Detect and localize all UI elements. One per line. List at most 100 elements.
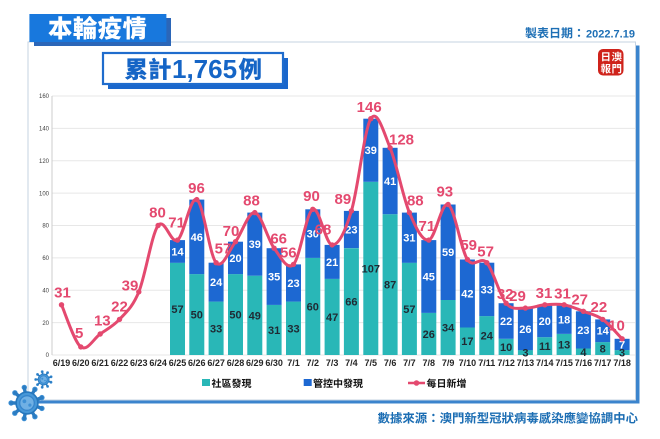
svg-text:7/15: 7/15: [555, 358, 573, 368]
svg-text:14: 14: [597, 326, 610, 338]
svg-text:33: 33: [481, 284, 493, 296]
svg-text:7/12: 7/12: [497, 358, 515, 368]
svg-text:13: 13: [94, 312, 111, 329]
svg-text:39: 39: [365, 145, 377, 157]
svg-text:7/1: 7/1: [287, 358, 300, 368]
svg-text:23: 23: [577, 325, 589, 337]
svg-text:66: 66: [345, 297, 357, 309]
svg-text:6/22: 6/22: [111, 358, 129, 368]
svg-text:7/8: 7/8: [423, 358, 436, 368]
svg-text:57: 57: [477, 243, 494, 260]
svg-text:34: 34: [442, 323, 455, 335]
svg-text:31: 31: [536, 285, 553, 302]
svg-text:29: 29: [509, 288, 526, 305]
svg-text:7/3: 7/3: [326, 358, 339, 368]
svg-text:2022.7.19: 2022.7.19: [586, 28, 635, 40]
svg-text:70: 70: [223, 223, 240, 240]
svg-text:68: 68: [315, 222, 332, 239]
svg-text:7/16: 7/16: [575, 358, 593, 368]
svg-text:7/4: 7/4: [345, 358, 358, 368]
svg-text:88: 88: [243, 192, 260, 209]
svg-text:120: 120: [39, 159, 50, 165]
svg-text:6/24: 6/24: [149, 358, 167, 368]
svg-text:5: 5: [75, 325, 83, 342]
svg-text:22: 22: [111, 299, 128, 316]
svg-text:7/5: 7/5: [365, 358, 378, 368]
svg-text:59: 59: [460, 237, 477, 254]
svg-text:6/23: 6/23: [130, 358, 148, 368]
svg-text:30: 30: [307, 229, 319, 241]
svg-text:13: 13: [558, 340, 570, 352]
svg-text:46: 46: [191, 232, 203, 244]
svg-text:31: 31: [54, 284, 71, 301]
svg-text:3: 3: [619, 348, 625, 360]
svg-text:22: 22: [591, 299, 608, 316]
svg-text:42: 42: [461, 289, 473, 301]
svg-text:66: 66: [270, 230, 287, 247]
svg-text:7/6: 7/6: [384, 358, 397, 368]
svg-text:88: 88: [407, 193, 424, 210]
svg-text:140: 140: [39, 127, 50, 133]
svg-text:23: 23: [345, 225, 357, 237]
svg-text:56: 56: [280, 245, 297, 262]
svg-text:60: 60: [42, 256, 49, 262]
svg-text:96: 96: [188, 180, 205, 197]
svg-text:27: 27: [571, 292, 588, 309]
svg-text:35: 35: [268, 272, 280, 284]
svg-text:23: 23: [287, 278, 299, 290]
svg-text:57: 57: [171, 304, 183, 316]
svg-text:107: 107: [362, 263, 380, 275]
svg-text:6/25: 6/25: [169, 358, 187, 368]
svg-text:26: 26: [519, 324, 531, 336]
svg-text:31: 31: [403, 233, 415, 245]
svg-text:40: 40: [42, 288, 49, 294]
svg-text:11: 11: [539, 341, 551, 353]
svg-text:33: 33: [210, 323, 222, 335]
svg-text:31: 31: [268, 325, 280, 337]
svg-text:89: 89: [335, 191, 352, 208]
svg-text:6/26: 6/26: [188, 358, 206, 368]
svg-text:6/29: 6/29: [246, 358, 264, 368]
svg-text:6/30: 6/30: [265, 358, 283, 368]
svg-text:7/9: 7/9: [442, 358, 455, 368]
svg-text:50: 50: [191, 310, 203, 322]
svg-text:7/13: 7/13: [517, 358, 535, 368]
svg-text:90: 90: [303, 188, 320, 205]
svg-text:22: 22: [500, 316, 512, 328]
svg-text:24: 24: [481, 331, 494, 343]
svg-text:39: 39: [249, 239, 261, 251]
svg-text:6/28: 6/28: [227, 358, 245, 368]
svg-text:7: 7: [619, 340, 625, 352]
svg-text:45: 45: [423, 272, 435, 284]
svg-text:31: 31: [554, 285, 571, 302]
svg-text:87: 87: [384, 280, 396, 292]
svg-text:7/10: 7/10: [459, 358, 477, 368]
svg-text:7/2: 7/2: [307, 358, 320, 368]
svg-text:49: 49: [249, 310, 261, 322]
svg-text:33: 33: [287, 323, 299, 335]
svg-text:100: 100: [39, 191, 50, 197]
svg-text:146: 146: [357, 99, 382, 116]
svg-text:7/18: 7/18: [613, 358, 631, 368]
svg-text:71: 71: [419, 218, 436, 235]
svg-text:59: 59: [442, 247, 454, 259]
svg-text:50: 50: [229, 310, 241, 322]
svg-text:18: 18: [558, 314, 570, 326]
svg-text:1,765: 1,765: [172, 54, 237, 84]
svg-text:57: 57: [215, 241, 232, 258]
svg-text:60: 60: [307, 301, 319, 313]
svg-text:7/7: 7/7: [403, 358, 416, 368]
svg-text:4: 4: [580, 347, 587, 359]
svg-text:20: 20: [42, 321, 49, 327]
svg-text:39: 39: [122, 278, 139, 295]
svg-text:7/14: 7/14: [536, 358, 554, 368]
svg-text:32: 32: [497, 286, 514, 303]
svg-text:80: 80: [149, 204, 166, 221]
svg-text:10: 10: [500, 342, 512, 354]
svg-text:7/17: 7/17: [594, 358, 612, 368]
svg-text:80: 80: [42, 224, 49, 230]
svg-text:17: 17: [461, 336, 473, 348]
svg-text:20: 20: [539, 316, 551, 328]
svg-text:6/27: 6/27: [207, 358, 225, 368]
svg-text:47: 47: [326, 312, 338, 324]
